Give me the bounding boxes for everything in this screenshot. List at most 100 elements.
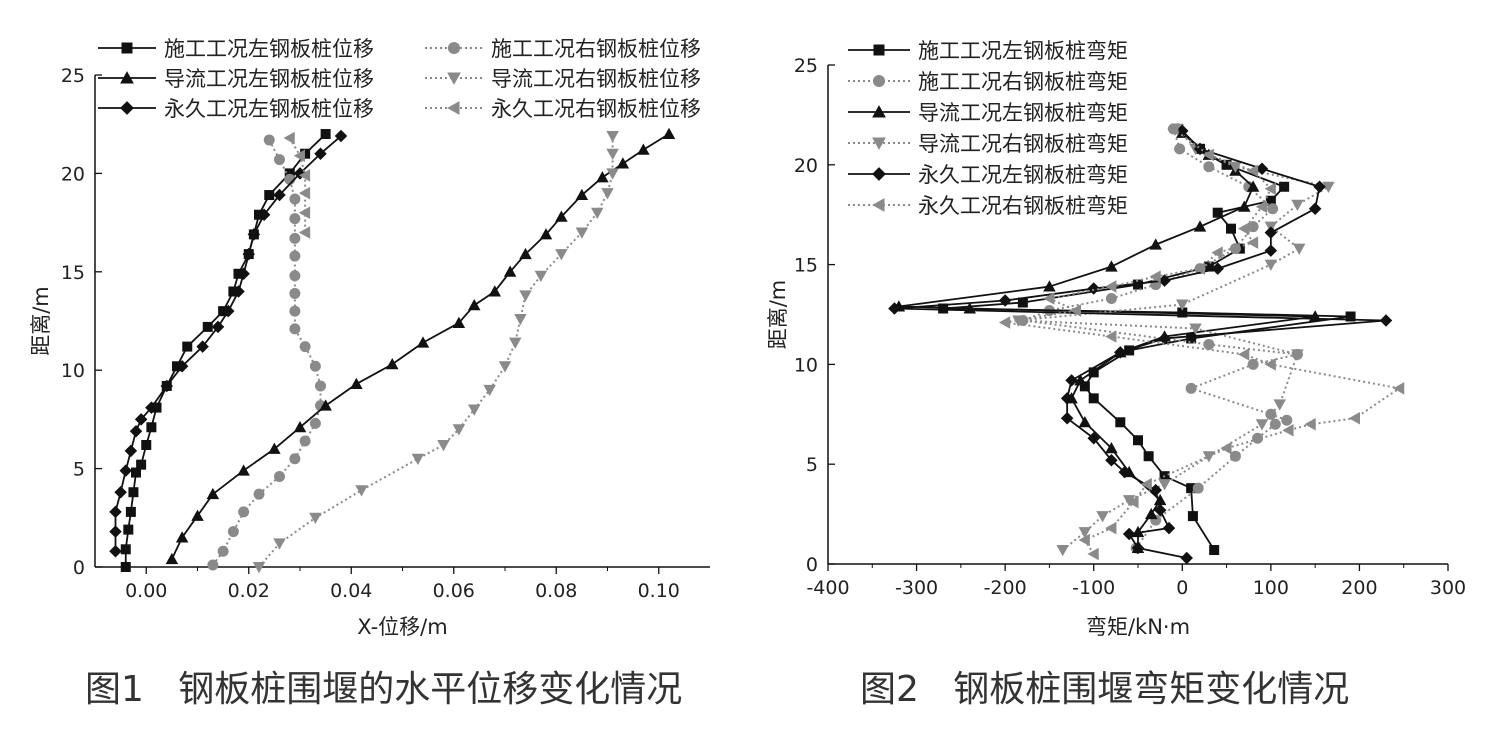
data-point — [575, 227, 589, 239]
data-point — [616, 157, 630, 169]
data-point — [1065, 374, 1078, 387]
data-point — [1088, 393, 1099, 404]
series-3 — [892, 126, 1322, 554]
data-point — [1265, 195, 1276, 206]
data-point — [1177, 307, 1188, 318]
data-point — [519, 247, 532, 260]
data-point — [606, 168, 619, 180]
data-point — [227, 526, 239, 538]
x-tick-label: 0.06 — [433, 580, 475, 602]
x-axis-label: X-位移/m — [357, 615, 447, 639]
data-point — [503, 265, 517, 277]
data-point — [1238, 222, 1250, 235]
y-tick-label: 0 — [806, 554, 818, 576]
legend-marker — [872, 105, 886, 118]
data-point — [555, 210, 568, 222]
data-point — [1202, 451, 1216, 463]
x-tick-label: -300 — [895, 577, 938, 599]
legend-marker — [447, 41, 461, 55]
data-point — [1304, 418, 1316, 431]
data-point — [136, 459, 147, 470]
data-point — [1187, 511, 1198, 522]
x-tick-label: 0 — [1176, 577, 1188, 599]
legend-marker — [873, 44, 885, 56]
data-point — [293, 149, 305, 162]
data-point — [175, 360, 189, 373]
data-point — [1118, 465, 1131, 479]
data-point — [1203, 261, 1214, 272]
legend-label: 施工工况右钢板桩位移 — [491, 37, 701, 61]
series-6 — [998, 122, 1405, 561]
data-point — [298, 186, 311, 200]
data-point — [1069, 304, 1081, 317]
data-point — [1176, 124, 1189, 138]
y-tick-label: 0 — [73, 557, 85, 579]
legend-label: 施工工况左钢板桩位移 — [164, 37, 374, 61]
data-point — [1087, 432, 1100, 445]
data-point — [1211, 262, 1224, 275]
data-point — [534, 270, 548, 282]
data-point — [1281, 414, 1293, 426]
data-point — [131, 467, 141, 478]
figure-2-caption: 图2 钢板桩围堰弯矩变化情况 — [860, 669, 1350, 710]
data-point — [998, 294, 1012, 307]
data-point — [1292, 243, 1306, 255]
x-tick-label: -400 — [806, 577, 849, 599]
data-point — [146, 422, 157, 433]
data-point — [1246, 236, 1259, 249]
data-point — [509, 337, 522, 349]
data-point — [263, 134, 275, 146]
data-point — [1264, 182, 1276, 196]
data-point — [1158, 274, 1171, 287]
data-point — [1308, 202, 1322, 215]
data-point — [539, 228, 553, 240]
data-point — [1140, 477, 1152, 491]
data-point — [1105, 330, 1117, 343]
legend-label: 永久工况右钢板桩位移 — [491, 97, 701, 121]
data-point — [1079, 381, 1090, 392]
data-point — [1078, 527, 1092, 539]
data-point — [1056, 545, 1069, 557]
data-point — [591, 207, 604, 220]
data-point — [257, 208, 271, 221]
data-point — [109, 525, 122, 538]
data-point — [1252, 432, 1264, 444]
data-point — [1143, 451, 1154, 462]
legend-marker — [120, 71, 134, 84]
data-point — [309, 512, 322, 525]
data-point — [175, 531, 189, 543]
data-point — [273, 538, 286, 550]
data-point — [1264, 244, 1278, 257]
legend-marker — [120, 101, 134, 115]
data-point — [1149, 238, 1162, 250]
data-point — [1322, 181, 1335, 194]
data-point — [289, 193, 301, 205]
data-point — [273, 188, 286, 202]
data-point — [289, 453, 301, 465]
y-axis-label: 距离/m — [766, 280, 790, 350]
data-point — [1229, 450, 1241, 462]
data-point — [315, 380, 326, 392]
data-point — [252, 562, 266, 574]
data-point — [1176, 299, 1189, 311]
data-point — [1145, 507, 1158, 520]
data-point — [268, 442, 281, 454]
moment-chart: 0 5 10 15 20 25 -400 -300 -200 -100 0 100 200 300 弯矩/k… — [766, 39, 1466, 639]
data-point — [222, 304, 235, 318]
series-3 — [165, 127, 676, 565]
data-point — [1212, 207, 1223, 218]
data-point — [334, 129, 348, 143]
data-point — [1105, 260, 1118, 272]
figure-1-caption: 图1 钢板桩围堰的水平位移变化情况 — [85, 669, 683, 710]
series-4 — [252, 131, 619, 574]
legend-label: 永久工况左钢板桩弯矩 — [918, 163, 1128, 187]
y-axis-label: 距离/m — [29, 286, 53, 356]
data-point — [1255, 200, 1267, 213]
data-point — [1043, 292, 1055, 305]
data-point — [1192, 482, 1204, 494]
legend: 施工工况左钢板桩弯矩施工工况右钢板桩弯矩导流工况左钢板桩弯矩导流工况右钢板桩弯矩… — [848, 39, 1128, 218]
data-point — [1185, 382, 1197, 394]
data-point — [488, 285, 501, 297]
